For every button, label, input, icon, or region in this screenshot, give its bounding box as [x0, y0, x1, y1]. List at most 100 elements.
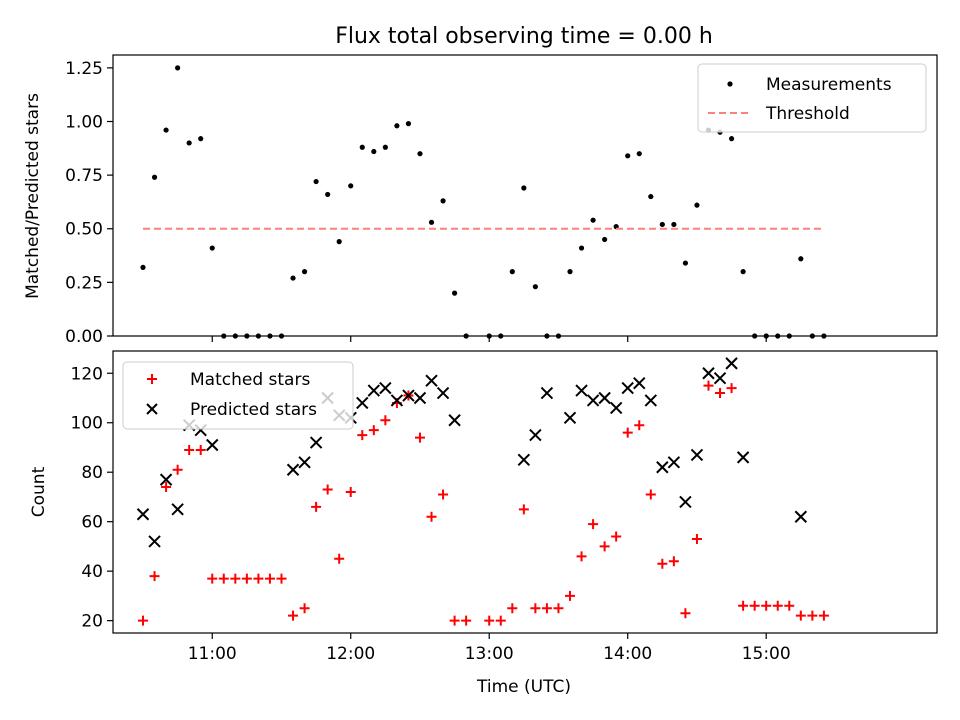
predicted-stars-point	[286, 463, 300, 476]
measurements-point	[625, 153, 631, 159]
predicted-stars-point	[736, 451, 750, 464]
measurements-point	[728, 136, 735, 142]
measurements-point	[151, 174, 158, 180]
matched-stars-point	[807, 610, 818, 621]
x-tick-label: 11:00	[188, 644, 237, 664]
axes-frame	[112, 54, 938, 337]
matched-stars-point	[495, 615, 506, 626]
legend-label-predicted-stars: Predicted stars	[190, 400, 317, 420]
y-tick-label: 0.25	[65, 273, 103, 293]
legend-label-matched-stars: Matched stars	[190, 370, 310, 390]
predicted-stars-point	[171, 503, 184, 516]
predicted-stars-point	[298, 456, 311, 469]
measurements-point	[186, 140, 192, 146]
x-tick-label: 13:00	[465, 644, 514, 664]
matched-stars-point	[761, 600, 772, 611]
predicted-stars-point	[633, 376, 646, 390]
matched-stars-point	[414, 432, 425, 443]
predicted-stars-point	[679, 495, 692, 509]
matched-stars-point	[530, 603, 541, 614]
measurements-point	[290, 275, 296, 281]
matched-stars-point	[680, 608, 691, 619]
matched-stars-point	[357, 430, 368, 441]
matched-stars-point	[484, 615, 495, 626]
predicted-stars-point	[529, 428, 542, 442]
predicted-stars-point	[448, 414, 461, 427]
measurements-point	[452, 290, 458, 296]
measurements-point	[163, 127, 169, 133]
measurements-point	[394, 123, 400, 129]
matched-stars-point	[253, 573, 264, 584]
matched-stars-point	[576, 551, 587, 562]
y-tick-label: 40	[81, 562, 103, 582]
matched-stars-point	[553, 603, 564, 614]
y-tick-label: 1.00	[65, 112, 103, 132]
matched-stars-point	[726, 383, 737, 394]
matched-stars-point	[599, 541, 610, 552]
y-tick-label: 1.25	[65, 59, 103, 79]
measurements-point	[209, 245, 215, 251]
matched-stars-point	[380, 415, 391, 426]
matched-stars-point	[668, 556, 679, 567]
matched-stars-point	[322, 484, 333, 495]
matched-stars-point	[195, 444, 206, 455]
matched-stars-point	[518, 504, 529, 515]
predicted-stars-point	[667, 456, 681, 469]
matched-stars-point	[507, 603, 518, 614]
predicted-stars-point	[309, 436, 323, 449]
top-legend-frame	[697, 63, 927, 133]
predicted-stars-point	[713, 372, 727, 385]
measurements-point	[659, 221, 665, 228]
measurements-point	[382, 144, 388, 150]
matched-stars-point	[772, 600, 783, 611]
predicted-stars-point	[517, 453, 531, 467]
predicted-stars-point	[563, 411, 577, 424]
predicted-stars-point	[621, 381, 634, 395]
matched-stars-point	[172, 464, 183, 475]
measurements-point	[140, 264, 146, 270]
measurements-point	[440, 198, 446, 204]
matched-stars-point	[438, 489, 449, 500]
measurements-point	[532, 284, 538, 290]
matched-stars-point	[311, 501, 322, 512]
x-axis-label: Time (UTC)	[476, 677, 571, 697]
bottom-y-axis-label: Count	[29, 466, 49, 517]
measurements-point	[313, 178, 319, 185]
matched-stars-point	[818, 610, 829, 621]
predicted-stars-point	[425, 374, 438, 387]
matched-stars-point	[368, 425, 379, 436]
matched-stars-point	[218, 573, 229, 584]
predicted-stars-point	[413, 391, 427, 405]
x-tick-label: 15:00	[742, 644, 791, 664]
predicted-stars-point	[794, 510, 808, 523]
predicted-stars-point	[725, 357, 738, 370]
measurements-point	[428, 219, 435, 225]
matched-stars-point	[795, 610, 806, 621]
y-tick-label: 120	[71, 364, 103, 384]
top-axes: 0.00 0.25 0.50 0.75 1.00 1.25	[65, 54, 938, 347]
measurements-point	[336, 239, 342, 245]
measurements-point	[682, 260, 689, 266]
predicted-stars-point	[644, 394, 658, 407]
matched-stars-point	[611, 531, 622, 542]
y-tick-label: 0.50	[65, 220, 103, 240]
legend-marker-matched-stars	[147, 374, 157, 384]
matched-stars-point	[565, 590, 576, 601]
top-legend: Measurements Threshold	[697, 63, 927, 133]
matched-stars-point	[230, 573, 241, 584]
predicted-stars-point	[390, 394, 404, 407]
predicted-stars-point	[379, 381, 392, 395]
matched-stars-point	[703, 380, 714, 391]
matched-stars-point	[288, 610, 299, 621]
chart-title: Flux total observing time = 0.00 h	[335, 24, 713, 49]
measurements-point	[301, 269, 308, 275]
predicted-stars-point	[540, 386, 554, 400]
predicted-stars-point	[136, 508, 150, 521]
matched-stars-point	[657, 558, 668, 569]
predicted-stars-point	[402, 389, 415, 402]
y-tick-label: 0.75	[65, 166, 103, 186]
matched-stars-point	[161, 482, 172, 493]
measurements-point	[359, 144, 365, 150]
matched-stars-point	[426, 511, 437, 522]
